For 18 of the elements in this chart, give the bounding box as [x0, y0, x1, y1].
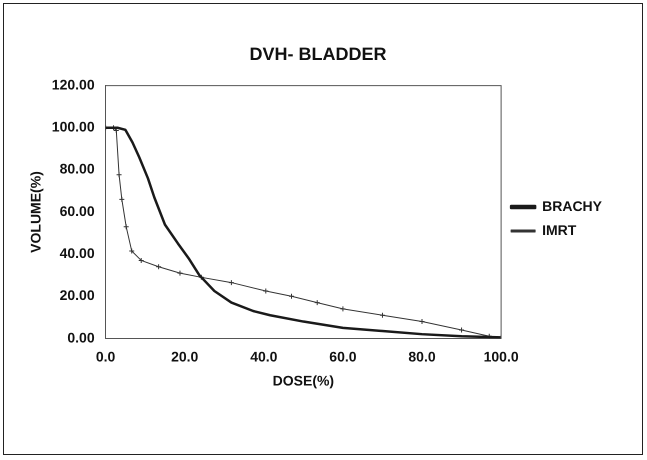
y-tick-label: 100.00 — [52, 118, 95, 135]
y-tick-label: 60.00 — [60, 202, 95, 219]
y-tick-label: 80.00 — [60, 160, 95, 177]
x-tick-label: 40.0 — [250, 348, 278, 365]
x-tick-label: 60.0 — [329, 348, 357, 365]
y-tick-label: 20.00 — [60, 287, 95, 304]
x-tick-label: 80.0 — [408, 348, 436, 365]
x-tick-label: 0.0 — [96, 348, 116, 365]
legend-label: BRACHY — [542, 198, 603, 214]
chart-title: DVH- BLADDER — [250, 44, 386, 64]
x-tick-label: 100.0 — [484, 348, 519, 365]
legend-label: IMRT — [542, 222, 577, 238]
y-tick-label: 0.00 — [67, 329, 95, 346]
y-axis-title: VOLUME(%) — [27, 171, 44, 253]
y-tick-label: 40.00 — [60, 244, 95, 261]
x-axis-title: DOSE(%) — [272, 372, 334, 388]
x-tick-label: 20.0 — [171, 348, 199, 365]
y-tick-label: 120.00 — [52, 76, 95, 92]
